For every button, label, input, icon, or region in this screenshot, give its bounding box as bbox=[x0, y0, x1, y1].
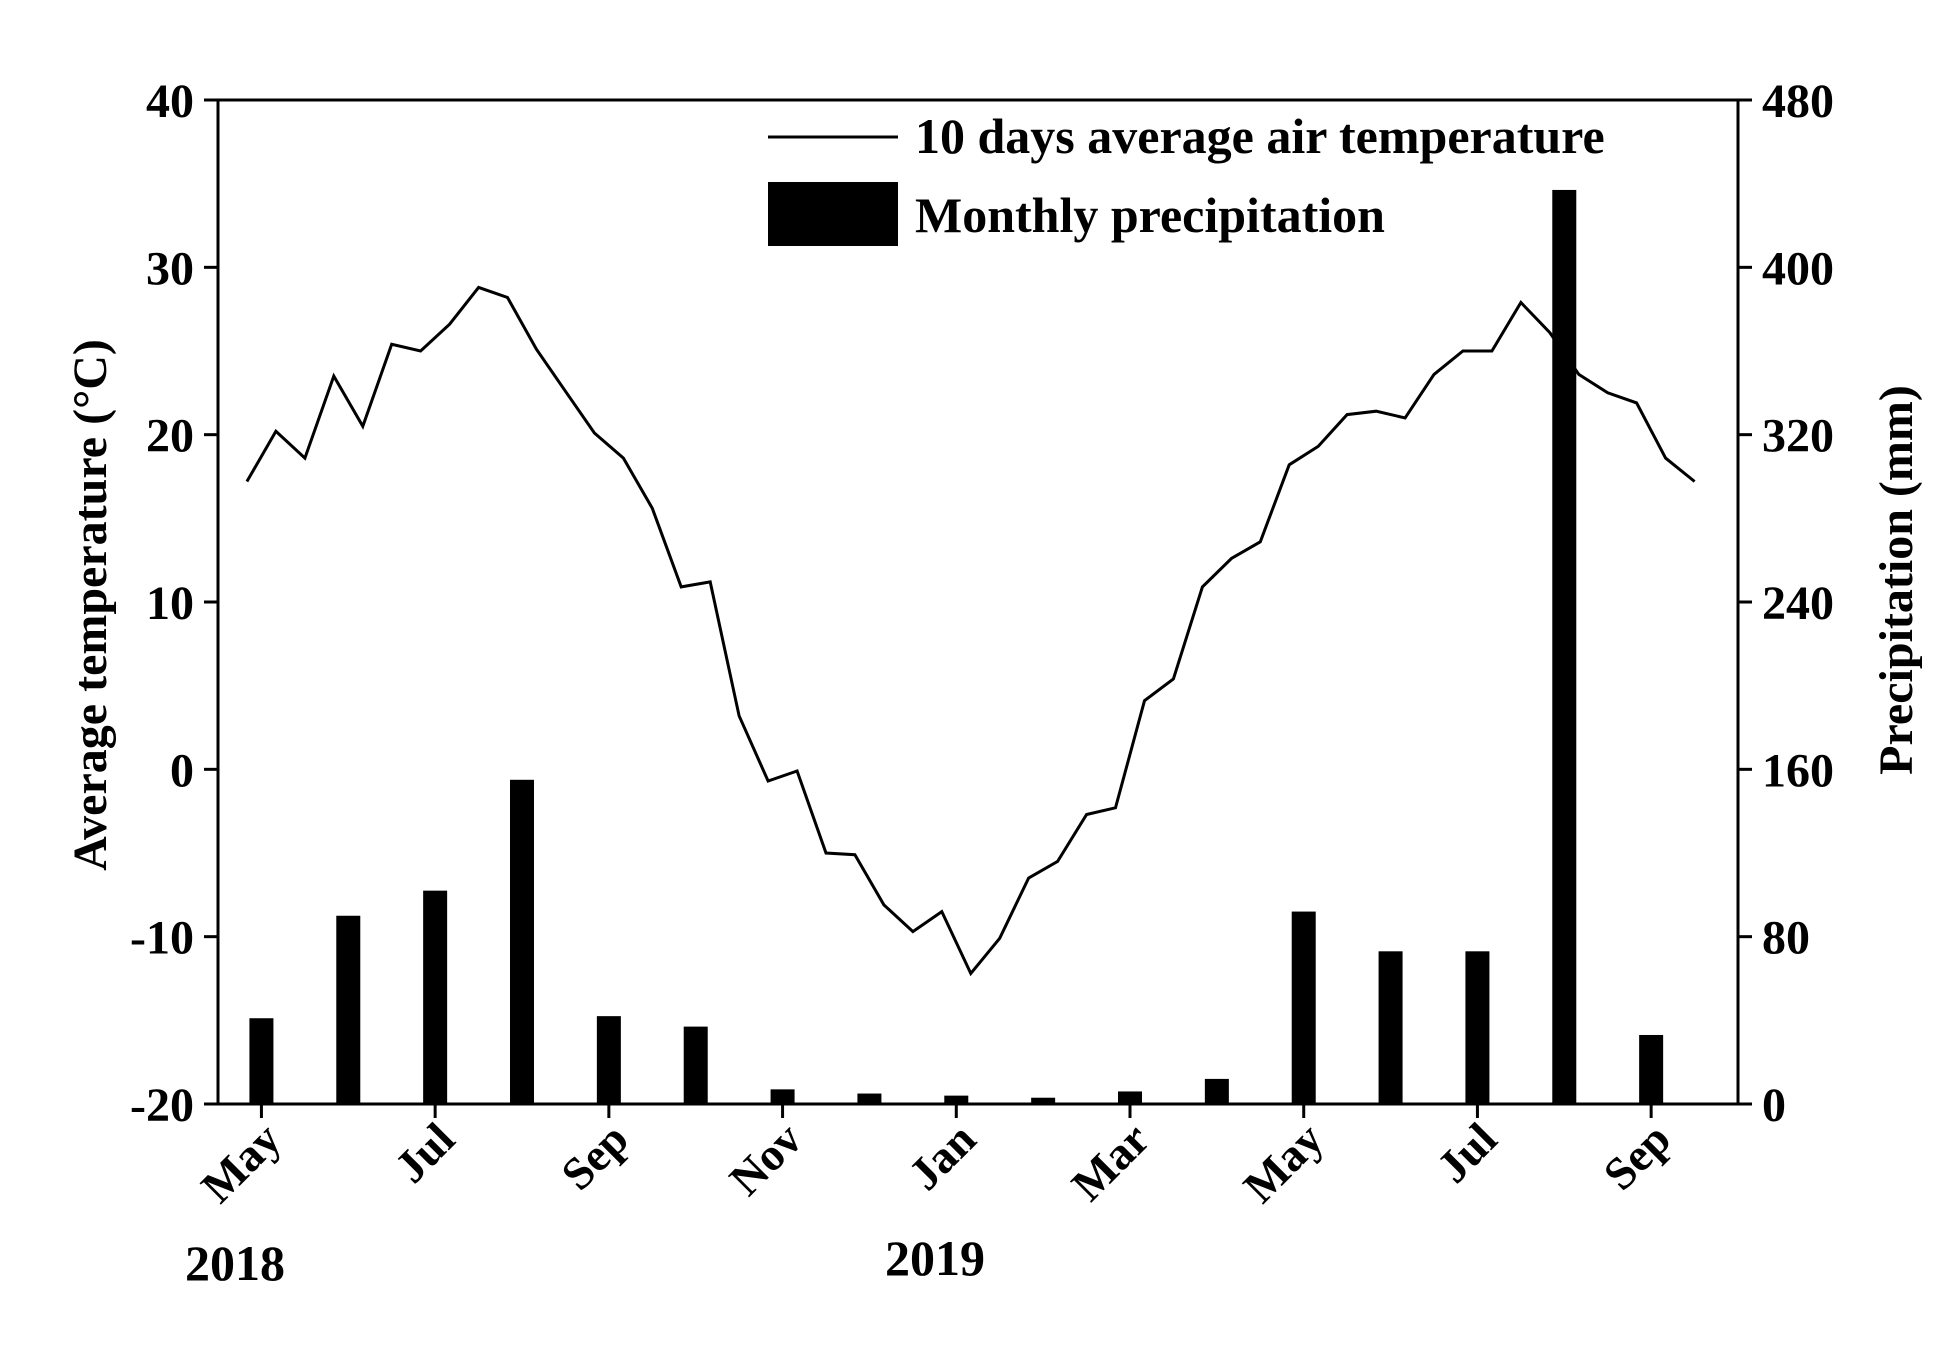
precip-bar-14 bbox=[1465, 951, 1490, 1104]
left-tick-label: 30 bbox=[146, 242, 194, 295]
precip-bar-6 bbox=[770, 1089, 795, 1104]
precipitation-bars bbox=[249, 189, 1664, 1105]
x-tick-label: May bbox=[1233, 1113, 1332, 1212]
precip-bar-11 bbox=[1204, 1078, 1229, 1104]
temperature-line bbox=[245, 285, 1696, 977]
precip-bar-8 bbox=[944, 1095, 969, 1104]
right-tick-label: 240 bbox=[1762, 577, 1834, 630]
precip-bar-13 bbox=[1378, 951, 1403, 1104]
legend-bar-swatch bbox=[768, 182, 898, 246]
x-tick-label: Jan bbox=[899, 1113, 986, 1200]
left-tick-label: 20 bbox=[146, 410, 194, 463]
precip-bar-12 bbox=[1291, 911, 1316, 1104]
precip-bar-2 bbox=[423, 890, 448, 1104]
right-tick-label: 160 bbox=[1762, 744, 1834, 797]
temperature-series bbox=[245, 285, 1696, 977]
x-tick-label: Sep bbox=[1594, 1113, 1681, 1200]
precip-bar-15 bbox=[1552, 189, 1577, 1105]
precip-bar-3 bbox=[510, 779, 534, 1104]
right-tick-label: 0 bbox=[1762, 1079, 1786, 1132]
legend-label-temperature: 10 days average air temperature bbox=[915, 108, 1605, 164]
left-tick-label: 0 bbox=[170, 744, 194, 797]
precip-bar-4 bbox=[596, 1016, 621, 1104]
precip-bar-1 bbox=[336, 915, 361, 1104]
legend: 10 days average air temperature Monthly … bbox=[768, 108, 1605, 246]
left-tick-label: -10 bbox=[130, 912, 194, 965]
precip-bar-5 bbox=[683, 1026, 708, 1104]
precip-bar-7 bbox=[857, 1093, 882, 1104]
precip-bar-16 bbox=[1639, 1034, 1664, 1104]
left-tick-label: -20 bbox=[130, 1079, 194, 1132]
x-tick-label: Jul bbox=[1427, 1113, 1506, 1192]
right-tick-label: 80 bbox=[1762, 912, 1810, 965]
precip-bar-10 bbox=[1118, 1091, 1142, 1104]
right-axis-label: Precipitation (mm) bbox=[1870, 385, 1923, 775]
x-tick-label: Sep bbox=[551, 1113, 638, 1200]
right-tick-label: 400 bbox=[1762, 242, 1834, 295]
left-tick-label: 10 bbox=[146, 577, 194, 630]
left-axis-label: Average temperature (°C) bbox=[64, 339, 117, 871]
precip-bar-9 bbox=[1031, 1097, 1056, 1104]
precip-bar-0 bbox=[249, 1018, 274, 1104]
right-tick-label: 480 bbox=[1762, 75, 1834, 128]
x-tick-label: Nov bbox=[720, 1113, 812, 1205]
x-tick-label: May bbox=[191, 1113, 290, 1212]
year-label-2018: 2018 bbox=[185, 1235, 285, 1291]
right-tick-label: 320 bbox=[1762, 410, 1834, 463]
left-tick-label: 40 bbox=[146, 75, 194, 128]
x-tick-label: Mar bbox=[1062, 1113, 1159, 1210]
year-label-2019: 2019 bbox=[885, 1230, 985, 1286]
legend-label-precipitation: Monthly precipitation bbox=[915, 187, 1385, 243]
x-tick-label: Jul bbox=[385, 1113, 464, 1192]
